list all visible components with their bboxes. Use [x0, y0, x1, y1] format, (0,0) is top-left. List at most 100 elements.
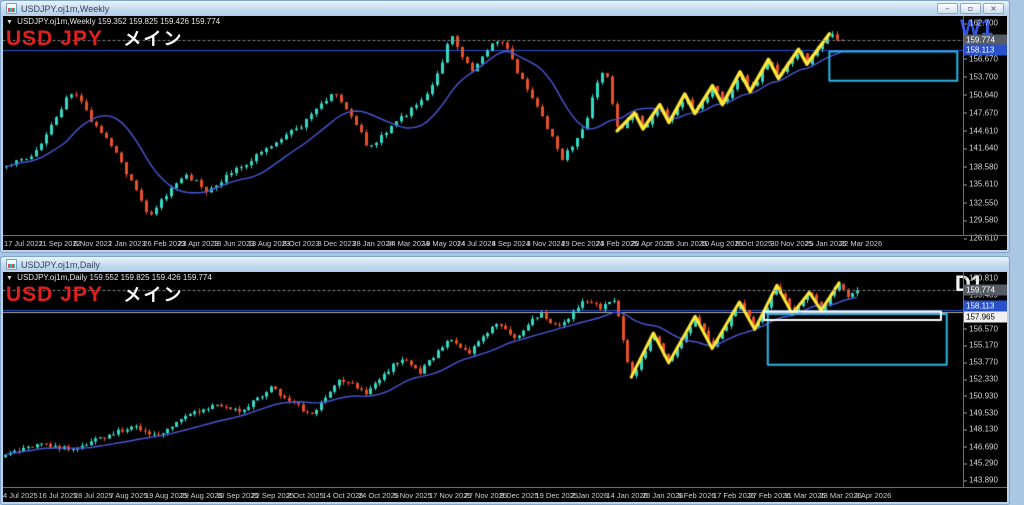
date-tick-label: 14 Oct 2025	[322, 491, 364, 500]
date-tick-label: 6 Nov 2022	[73, 239, 113, 248]
date-tick-label: 24 Oct 2025	[358, 491, 399, 500]
daily-date-axis: 4 Jul 2025 16 Jul 2025 28 Jul 2025 7 Aug 20…	[3, 487, 1007, 502]
price-tick-label: 162.700	[964, 18, 998, 28]
window-controls: – ▫ ×	[937, 3, 1004, 14]
price-tick-label: 150.640	[964, 90, 998, 100]
price-tick-label: 144.610	[964, 126, 998, 136]
date-tick-label: 25 Jan 2026	[805, 239, 847, 248]
date-tick-label: 5 Feb 2026	[677, 491, 716, 500]
minimize-button[interactable]: –	[937, 3, 958, 14]
date-tick-label: 19 Aug 2025	[145, 491, 188, 500]
date-tick-label: 3 Dec 2023	[317, 239, 356, 248]
price-tick-label: 141.640	[964, 143, 998, 153]
date-tick-label: 14 Jan 2026	[606, 491, 648, 500]
price-tick-label: 152.330	[964, 374, 998, 384]
weekly-date-axis: 17 Jul 2022 11 Sep 2022 6 Nov 2022 1 Jan 20…	[3, 235, 1007, 250]
date-tick-label: 23 Feb 2025	[596, 239, 639, 248]
price-tick-label: 156.670	[964, 54, 998, 64]
daily-symbol-watermark: USD JPY メイン	[6, 281, 183, 307]
date-tick-label: 13 Aug 2023	[247, 239, 290, 248]
object-price-label: 157.965	[964, 311, 1007, 323]
weekly-price-axis: 162.700 156.670 153.700 150.640 147.670 144.6…	[963, 16, 1007, 243]
date-tick-label: 17 Jul 2022	[4, 239, 43, 248]
price-tick-label: 132.550	[964, 198, 998, 208]
current-price-label: 159.774	[964, 284, 1007, 296]
price-tick-label: 150.930	[964, 391, 998, 401]
date-tick-label: 14 Jul 2024	[456, 239, 496, 248]
date-tick-label: 23 Apr 2023	[178, 239, 219, 248]
restore-button[interactable]: ▫	[960, 3, 981, 14]
date-tick-label: 7 Aug 2025	[109, 491, 148, 500]
date-tick-label: 26 Jan 2026	[642, 491, 684, 500]
close-button[interactable]: ×	[983, 3, 1004, 14]
date-tick-label: 3 Nov 2024	[526, 239, 565, 248]
weekly-timeframe-badge: W1	[960, 16, 993, 40]
date-tick-label: 2 Jan 2026	[571, 491, 609, 500]
symbol-dropdown-icon[interactable]: ▼	[6, 275, 13, 282]
date-tick-label: 10 Sep 2025	[216, 491, 259, 500]
date-tick-label: 22 Mar 2026	[840, 239, 883, 248]
price-tick-label: 155.170	[964, 340, 998, 350]
weekly-price-canvas[interactable]	[3, 16, 965, 236]
price-tick-label: 143.890	[964, 475, 998, 485]
date-tick-label: 27 Feb 2026	[748, 491, 791, 500]
daily-chart-area[interactable]: ▼ USDJPY.oj1m,Daily 159.552 159.825 159.…	[3, 272, 1007, 502]
daily-window-titlebar[interactable]: USDJPY.oj1m,Daily	[1, 257, 1009, 272]
date-tick-label: 23 Mar 2026	[819, 491, 862, 500]
weekly-window-title: USDJPY.oj1m,Weekly	[21, 3, 110, 14]
date-tick-label: 28 Jan 2024	[352, 239, 394, 248]
date-tick-label: 26 Feb 2023	[143, 239, 186, 248]
chart-window-weekly: USDJPY.oj1m,Weekly – ▫ × ▼ USDJPY.oj1m,W…	[0, 0, 1010, 253]
date-tick-label: 5 Oct 2025	[735, 239, 773, 248]
date-tick-label: 29 Aug 2025	[180, 491, 223, 500]
watermark-symbol-text: USD JPY	[6, 283, 103, 306]
weekly-window-titlebar[interactable]: USDJPY.oj1m,Weekly – ▫ ×	[1, 1, 1009, 16]
date-tick-label: 27 Nov 2025	[464, 491, 508, 500]
date-tick-label: 19 Dec 2025	[535, 491, 579, 500]
price-tick-label: 153.700	[964, 72, 998, 82]
date-tick-label: 30 Nov 2025	[770, 239, 813, 248]
watermark-symbol-text: USD JPY	[6, 27, 103, 50]
daily-ohlc-readout: ▼ USDJPY.oj1m,Daily 159.552 159.825 159.…	[6, 273, 212, 282]
weekly-chart-area[interactable]: ▼ USDJPY.oj1m,Weekly 159.352 159.825 159…	[3, 16, 1007, 250]
daily-price-canvas[interactable]	[3, 272, 965, 488]
date-tick-label: 17 Feb 2026	[713, 491, 756, 500]
date-tick-label: 4 Jul 2025	[3, 491, 38, 500]
date-tick-label: 18 Jun 2023	[213, 239, 255, 248]
price-tick-label: 156.570	[964, 324, 998, 334]
symbol-dropdown-icon[interactable]: ▼	[6, 19, 13, 26]
price-tick-label: 149.530	[964, 408, 998, 418]
daily-price-axis: 160.810159.409156.570155.170153.770152.3…	[963, 272, 1007, 488]
date-tick-label: 19 May 2024	[422, 239, 466, 248]
date-tick-label: 17 Nov 2025	[429, 491, 472, 500]
object-price-label: 158.113	[964, 300, 1007, 312]
date-tick-label: 24 Mar 2024	[387, 239, 430, 248]
date-tick-label: 11 Mar 2026	[784, 491, 826, 500]
date-tick-label: 22 Sep 2025	[251, 491, 295, 500]
price-tick-label: 138.580	[964, 162, 998, 172]
weekly-symbol-watermark: USD JPY メイン	[6, 25, 183, 51]
date-tick-label: 5 Nov 2025	[393, 491, 432, 500]
price-tick-label: 145.290	[964, 458, 998, 468]
date-tick-label: 8 Oct 2023	[282, 239, 320, 248]
date-tick-label: 2 Oct 2025	[287, 491, 324, 500]
current-price-label: 159.774	[964, 34, 1007, 46]
date-tick-label: 28 Jul 2025	[74, 491, 113, 500]
chart-window-icon	[6, 3, 17, 14]
date-tick-label: 8 Sep 2024	[491, 239, 531, 248]
price-tick-label: 160.810	[964, 273, 998, 283]
price-tick-label: 126.610	[964, 233, 998, 243]
weekly-ohlc-text: USDJPY.oj1m,Weekly 159.352 159.825 159.4…	[17, 17, 221, 26]
price-tick-label: 129.580	[964, 215, 998, 225]
date-tick-label: 1 Jan 2023	[108, 239, 146, 248]
watermark-suffix-text: メイン	[123, 285, 184, 305]
date-tick-label: 29 Dec 2024	[561, 239, 604, 248]
weekly-ohlc-readout: ▼ USDJPY.oj1m,Weekly 159.352 159.825 159…	[6, 17, 220, 26]
date-tick-label: 15 Jun 2025	[665, 239, 708, 248]
chart-window-icon	[6, 259, 17, 270]
date-tick-label: 20 Apr 2025	[631, 239, 672, 248]
date-tick-label: 10 Aug 2025	[700, 239, 743, 248]
daily-window-title: USDJPY.oj1m,Daily	[21, 259, 100, 270]
price-tick-label: 146.690	[964, 442, 998, 452]
